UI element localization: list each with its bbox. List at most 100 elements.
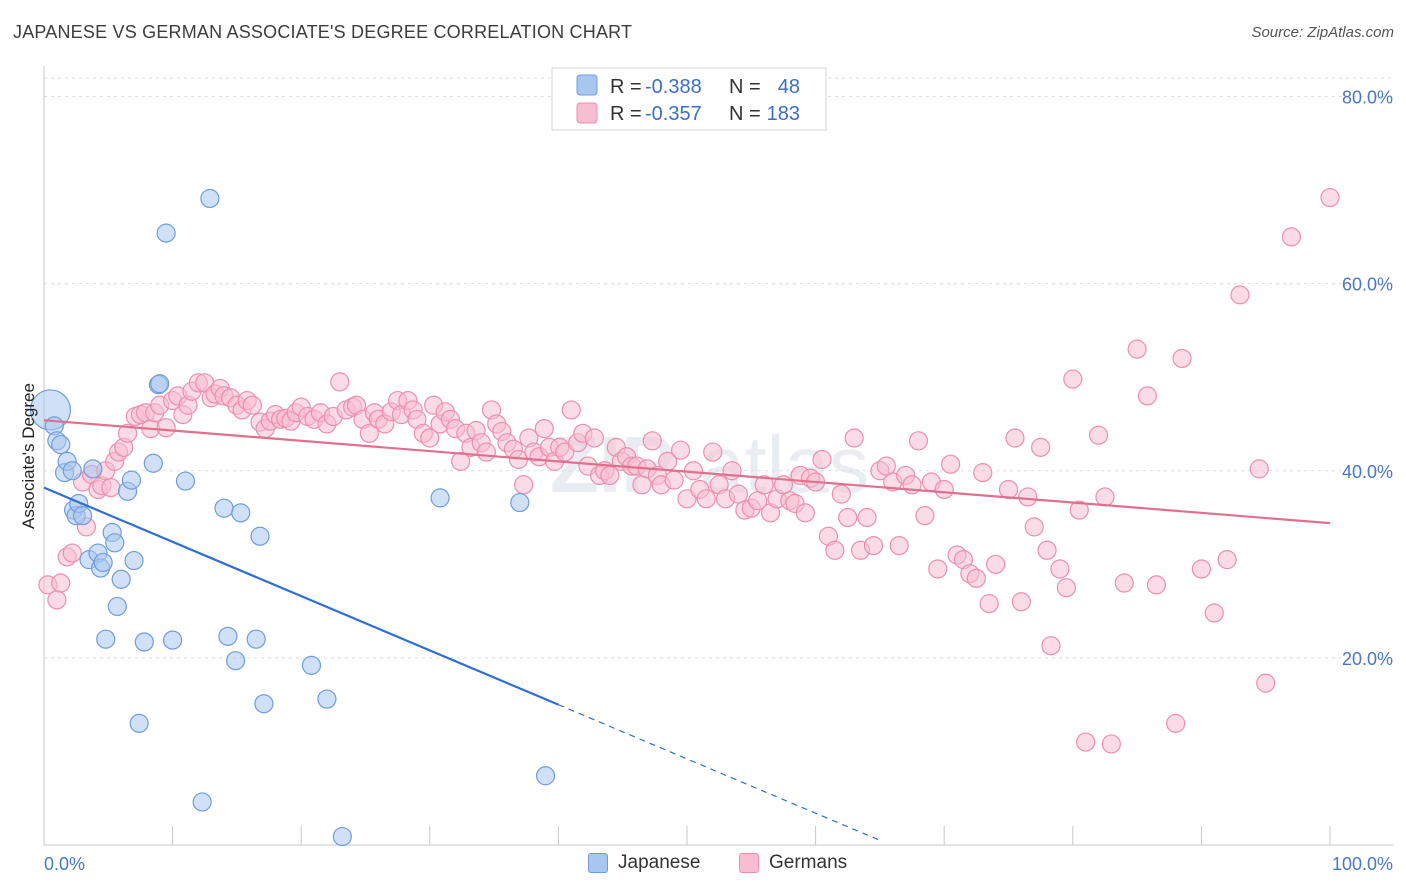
japanese-trend-extension xyxy=(558,704,881,841)
y-tick-label: 80.0% xyxy=(1342,88,1393,108)
japanese-point xyxy=(535,766,556,786)
legend-box: R = -0.388 N = 48 R = -0.357 N = 183 xyxy=(551,67,827,131)
german-point xyxy=(915,506,935,526)
legend-swatch-japanese xyxy=(576,74,598,96)
german-point xyxy=(812,449,832,470)
german-point xyxy=(1166,713,1186,733)
japanese-point xyxy=(62,461,82,481)
german-point xyxy=(998,479,1019,500)
legend-n-label-japanese: N = xyxy=(729,76,761,98)
german-point xyxy=(514,475,534,495)
german-point xyxy=(1172,348,1192,369)
legend-n-label-germans: N = xyxy=(729,103,761,125)
german-point xyxy=(561,400,581,420)
japanese-point xyxy=(134,632,154,652)
japanese-point xyxy=(214,498,234,518)
german-point xyxy=(1005,428,1025,448)
legend-item-japanese[interactable]: Japanese xyxy=(588,852,700,874)
legend-n-value-japanese: 48 xyxy=(778,76,800,98)
japanese-point xyxy=(254,694,274,714)
japanese-point xyxy=(83,459,103,479)
x-tick-label-min: 0.0% xyxy=(44,854,85,874)
german-point xyxy=(632,475,652,495)
japanese-point xyxy=(163,630,183,650)
japanese-point xyxy=(250,526,270,546)
japanese-point xyxy=(510,492,530,513)
y-tick-label: 40.0% xyxy=(1342,462,1393,482)
japanese-point xyxy=(218,626,238,646)
german-point xyxy=(1050,559,1070,579)
axes xyxy=(43,66,1393,846)
source-label: Source: ZipAtlas.com xyxy=(1251,24,1394,41)
japanese-point xyxy=(129,713,149,733)
japanese-point xyxy=(200,188,220,209)
german-point xyxy=(1249,459,1269,479)
x-tick-label-max: 100.0% xyxy=(1332,854,1393,874)
german-point xyxy=(876,456,896,476)
german-point xyxy=(795,503,815,523)
legend-r-label-japanese: R = xyxy=(610,76,642,98)
german-point xyxy=(1320,187,1340,208)
german-point xyxy=(1204,603,1224,623)
german-point xyxy=(928,559,948,579)
legend-label-japanese: Japanese xyxy=(618,852,701,873)
german-point xyxy=(934,479,954,500)
japanese-point xyxy=(156,223,176,243)
germans-points xyxy=(38,187,1340,754)
german-point xyxy=(986,554,1006,574)
japanese-point xyxy=(51,434,71,455)
german-point xyxy=(476,442,496,462)
legend-r-label-germans: R = xyxy=(610,103,642,125)
japanese-point xyxy=(175,471,196,491)
german-point xyxy=(677,489,697,509)
legend-item-germans[interactable]: Germans xyxy=(739,852,847,874)
japanese-point xyxy=(430,488,450,508)
japanese-point xyxy=(332,826,352,847)
japanese-point xyxy=(93,552,113,573)
japanese-point xyxy=(124,550,144,571)
german-point xyxy=(1076,732,1096,752)
german-point xyxy=(941,454,961,474)
german-point xyxy=(451,451,471,471)
trend-lines xyxy=(43,419,1331,841)
german-point xyxy=(825,540,845,560)
japanese-point xyxy=(231,503,251,523)
y-tick-label: 60.0% xyxy=(1342,275,1393,295)
legend-r-value-japanese: -0.388 xyxy=(645,76,702,98)
german-point xyxy=(156,418,176,438)
german-point xyxy=(664,470,684,490)
german-point xyxy=(1281,227,1302,247)
y-axis-label: Associate's Degree xyxy=(19,383,38,529)
german-point xyxy=(359,423,379,443)
german-point xyxy=(722,461,742,481)
german-point xyxy=(1037,540,1057,560)
japanese-swatch xyxy=(588,853,608,873)
german-point xyxy=(242,395,262,415)
german-point xyxy=(584,428,605,448)
y-tick-labels: 20.0% 40.0% 60.0% 80.0% xyxy=(1342,88,1393,669)
german-point xyxy=(642,431,662,451)
bottom-legend: Japanese Germans xyxy=(0,852,1406,878)
japanese-point xyxy=(246,629,266,649)
german-point xyxy=(51,573,71,593)
japanese-point xyxy=(317,689,337,709)
german-point xyxy=(670,440,691,460)
german-point xyxy=(1137,386,1157,406)
japanese-point xyxy=(143,453,163,473)
german-point xyxy=(1024,517,1044,537)
chart-title: JAPANESE VS GERMAN ASSOCIATE'S DEGREE CO… xyxy=(13,22,633,42)
german-point xyxy=(908,431,929,451)
japanese-point xyxy=(111,569,131,589)
japanese-point xyxy=(107,596,127,617)
japanese-point xyxy=(121,470,142,490)
german-point xyxy=(1018,487,1038,507)
japanese-point xyxy=(192,792,212,812)
german-point xyxy=(1031,437,1051,457)
german-point xyxy=(1056,578,1076,598)
grid-lines xyxy=(44,77,1393,659)
japanese-point xyxy=(105,533,125,553)
german-point xyxy=(1127,339,1147,359)
japanese-point xyxy=(150,374,170,394)
german-point xyxy=(889,535,909,556)
